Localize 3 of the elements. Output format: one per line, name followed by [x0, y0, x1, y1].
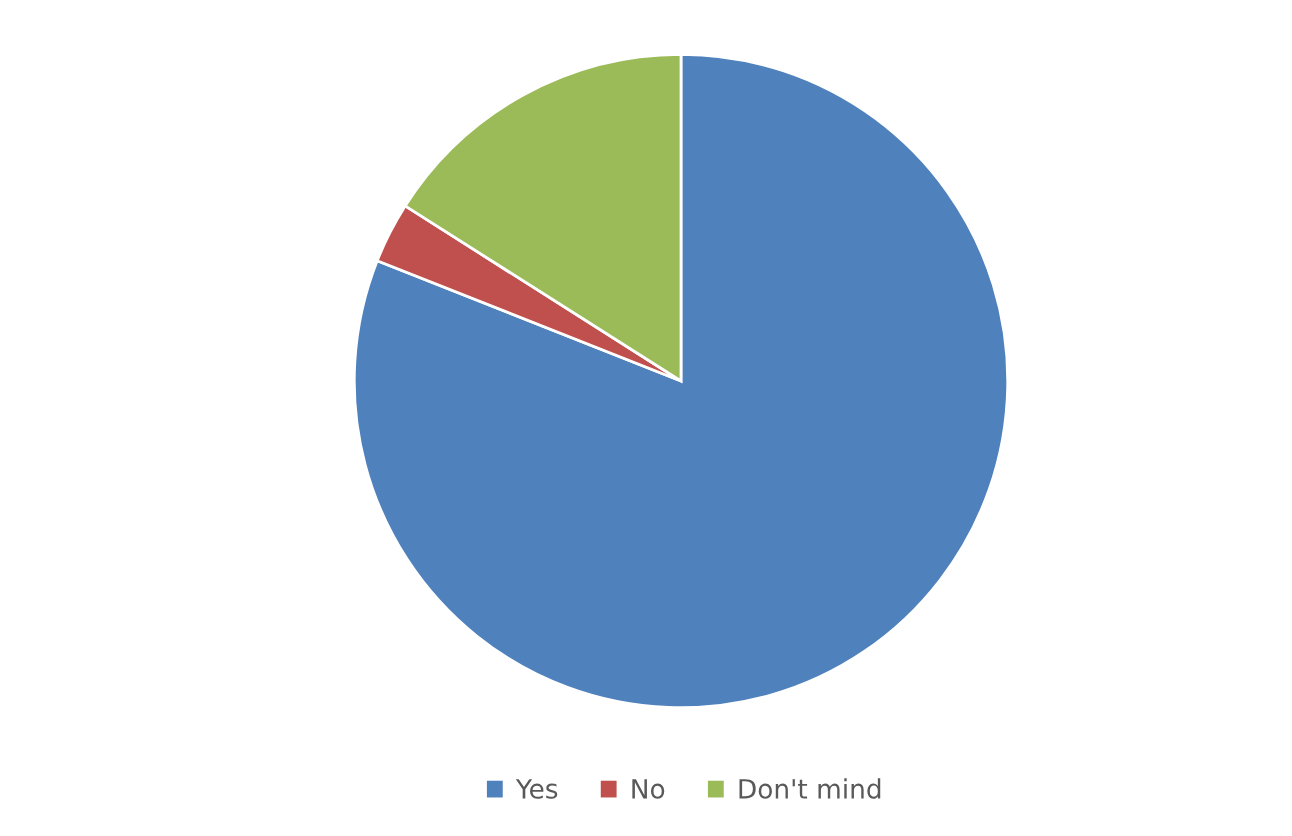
legend-label: Don't mind — [739, 778, 881, 799]
legend-label: Yes — [515, 779, 558, 799]
legend-label: No — [632, 779, 665, 799]
